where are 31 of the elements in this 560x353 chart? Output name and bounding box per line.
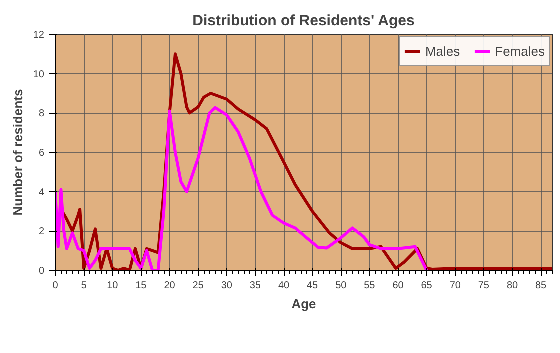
x-axis-title: Age <box>292 296 316 312</box>
x-tick-label: 25 <box>192 280 204 292</box>
x-tick-label: 40 <box>278 280 290 292</box>
x-tick-label: 75 <box>478 280 490 292</box>
x-tick-label: 70 <box>450 280 462 292</box>
x-tick-label: 15 <box>136 280 148 292</box>
line-series <box>56 106 428 270</box>
x-tick-label: 10 <box>107 280 119 292</box>
x-tick-label: 30 <box>221 280 233 292</box>
x-tick-label: 0 <box>52 280 59 292</box>
y-tick-label: 4 <box>38 187 45 198</box>
chart-title: Distribution of Residents' Ages <box>192 12 415 30</box>
y-tick-label: 10 <box>33 69 45 80</box>
legend-label: Females <box>495 44 545 58</box>
x-tick-label: 5 <box>81 280 88 292</box>
y-tick-label: 2 <box>38 226 45 238</box>
y-tick-label: 12 <box>33 30 45 41</box>
x-tick-label: 80 <box>506 280 519 292</box>
y-tick-label: 8 <box>38 108 45 120</box>
x-tick-label: 85 <box>536 280 548 292</box>
legend-label: Males <box>425 44 460 58</box>
x-tick-label: 35 <box>250 280 262 292</box>
x-tick-label: 50 <box>336 280 348 292</box>
x-tick-label: 20 <box>164 280 176 292</box>
x-tick-label: 45 <box>307 280 319 292</box>
x-tick-label: 65 <box>421 280 433 292</box>
y-tick-label: 6 <box>38 148 45 159</box>
y-axis-title: Number of residents <box>10 89 26 216</box>
x-tick-label: 60 <box>392 280 404 292</box>
x-tick-label: 55 <box>364 280 376 292</box>
y-tick-label: 0 <box>38 266 45 277</box>
